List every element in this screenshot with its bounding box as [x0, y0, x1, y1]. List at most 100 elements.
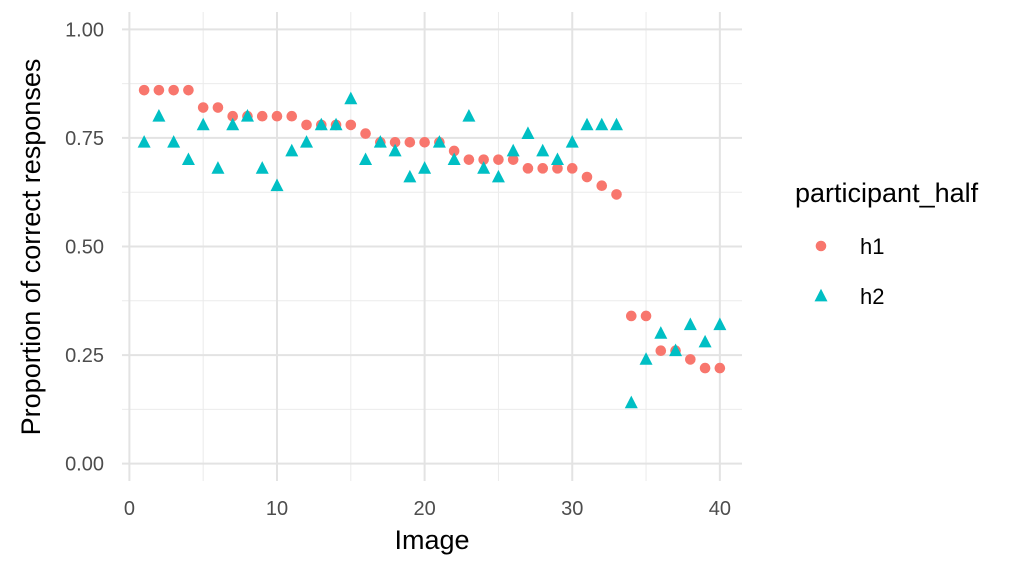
- data-point-h2: [713, 317, 727, 331]
- data-point-h1: [168, 84, 179, 96]
- data-point-h1: [625, 310, 637, 322]
- data-point-h2: [639, 352, 653, 365]
- legend-item-h1: h1: [815, 234, 884, 259]
- data-point-h1: [640, 310, 652, 322]
- data-point-h1: [197, 102, 209, 113]
- x-axis-title: Image: [394, 525, 469, 555]
- legend-title: participant_half: [795, 178, 979, 208]
- legend-key-h1: [815, 240, 827, 252]
- y-tick-label: 1.00: [65, 19, 104, 41]
- data-point-h2: [698, 334, 712, 348]
- y-tick-label: 0.25: [65, 345, 104, 367]
- data-point-h2: [683, 317, 697, 331]
- x-tick-label: 30: [561, 498, 583, 520]
- data-point-h1: [581, 171, 593, 183]
- data-point-h2: [211, 161, 225, 174]
- y-tick-label: 0.75: [65, 128, 104, 150]
- data-point-h1: [286, 110, 298, 122]
- data-point-h1: [507, 154, 519, 165]
- data-point-h1: [360, 128, 371, 139]
- data-point-h1: [227, 110, 239, 122]
- data-point-h2: [580, 117, 594, 131]
- legend-label-h1: h1: [860, 234, 884, 259]
- data-point-h2: [403, 169, 417, 183]
- data-point-h2: [536, 143, 550, 157]
- series-h2: [137, 91, 727, 409]
- data-point-h1: [566, 163, 578, 174]
- data-point-h1: [345, 119, 357, 131]
- data-point-h1: [611, 189, 622, 200]
- data-point-h1: [655, 345, 667, 357]
- data-point-h1: [493, 154, 504, 165]
- data-point-h1: [699, 362, 711, 374]
- data-point-h2: [137, 135, 151, 148]
- x-tick-label: 40: [709, 498, 731, 520]
- data-point-h2: [669, 343, 683, 357]
- tick-labels: 0 10 20 30 40 0.00 0.25 0.50 0.75 1.00: [65, 19, 731, 520]
- data-point-h2: [181, 152, 195, 166]
- data-points: [137, 84, 727, 409]
- series-h1: [138, 84, 726, 374]
- legend-items: h1 h2: [814, 234, 884, 309]
- data-point-h1: [522, 163, 534, 174]
- data-point-h1: [404, 136, 416, 148]
- legend: participant_half h1 h2: [795, 178, 979, 309]
- data-point-h2: [329, 117, 343, 131]
- data-point-h1: [153, 84, 165, 96]
- data-point-h2: [167, 135, 181, 148]
- data-point-h2: [285, 143, 299, 157]
- data-point-h1: [714, 362, 726, 374]
- data-point-h2: [491, 169, 505, 183]
- data-point-h2: [595, 117, 609, 131]
- data-point-h2: [240, 109, 254, 122]
- data-point-h2: [654, 326, 668, 339]
- data-point-h1: [183, 84, 194, 96]
- data-point-h2: [152, 109, 166, 122]
- data-point-h2: [344, 91, 358, 105]
- data-point-h2: [610, 117, 624, 131]
- data-point-h1: [463, 154, 475, 165]
- x-tick-label: 0: [124, 498, 135, 520]
- data-point-h2: [418, 161, 432, 174]
- data-point-h2: [388, 143, 402, 157]
- legend-item-h2: h2: [814, 284, 884, 309]
- data-point-h2: [521, 126, 535, 139]
- data-point-h1: [685, 354, 696, 365]
- data-point-h2: [314, 117, 328, 131]
- data-point-h2: [300, 135, 314, 148]
- data-point-h1: [448, 145, 460, 157]
- data-point-h2: [226, 117, 240, 131]
- x-tick-label: 20: [413, 498, 435, 520]
- data-point-h1: [537, 163, 549, 174]
- y-axis-title: Proportion of correct responses: [16, 59, 46, 436]
- data-point-h2: [462, 109, 476, 122]
- y-tick-label: 0.50: [65, 237, 104, 259]
- data-point-h2: [196, 117, 210, 131]
- data-point-h1: [256, 110, 268, 122]
- data-point-h1: [389, 136, 401, 148]
- data-point-h2: [550, 152, 564, 166]
- data-point-h1: [596, 180, 608, 192]
- data-point-h2: [447, 152, 461, 166]
- data-point-h2: [477, 161, 491, 174]
- data-point-h1: [552, 163, 563, 174]
- data-point-h2: [624, 395, 638, 409]
- data-point-h2: [270, 178, 284, 192]
- data-point-h2: [373, 135, 387, 148]
- data-point-h1: [271, 110, 283, 122]
- grid: [122, 12, 742, 481]
- data-point-h1: [419, 136, 430, 148]
- data-point-h1: [138, 84, 150, 96]
- data-point-h2: [432, 135, 446, 148]
- legend-key-h2: [814, 288, 828, 302]
- data-point-h2: [359, 152, 373, 166]
- data-point-h2: [255, 161, 269, 174]
- data-point-h1: [212, 102, 224, 113]
- data-point-h2: [506, 143, 520, 157]
- data-point-h1: [478, 154, 489, 165]
- x-tick-label: 10: [266, 498, 288, 520]
- data-point-h1: [301, 119, 312, 131]
- data-point-h2: [565, 135, 579, 148]
